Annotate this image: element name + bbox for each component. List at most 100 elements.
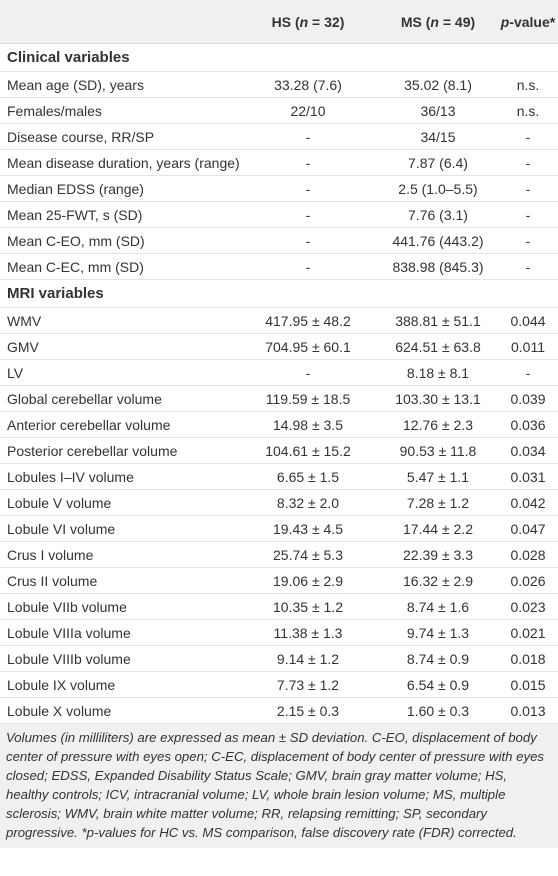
value-cell: - — [525, 364, 531, 381]
value-cell: - — [305, 154, 311, 171]
value-cell: 417.95 ± 48.2 — [265, 312, 351, 329]
value-cell: 0.039 — [510, 390, 546, 407]
value-cell: 704.95 ± 60.1 — [265, 338, 351, 355]
header-text: = 32) — [308, 13, 345, 30]
row-label: Mean age (SD), years — [7, 76, 144, 93]
value-cell: 16.32 ± 2.9 — [403, 572, 473, 589]
value-cell: 0.042 — [510, 494, 546, 511]
data-row: Disease course, RR/SP - 34/15 - — [0, 124, 558, 150]
row-label: Crus II volume — [7, 572, 98, 589]
data-row: Mean C-EC, mm (SD) - 838.98 (845.3) - — [0, 254, 558, 280]
row-label: LV — [7, 364, 24, 381]
value-cell: 9.74 ± 1.3 — [406, 624, 470, 641]
row-label: Lobule VI volume — [7, 520, 116, 537]
value-cell: 0.044 — [510, 312, 546, 329]
value-cell: 0.021 — [510, 624, 546, 641]
value-cell: 6.54 ± 0.9 — [406, 676, 470, 693]
value-cell: - — [525, 232, 531, 249]
header-cell: HS (n = 32) — [238, 14, 378, 30]
value-cell: - — [305, 128, 311, 145]
value-cell: - — [305, 232, 311, 249]
header-cell: MS (n = 49) — [378, 14, 498, 30]
value-cell: 19.43 ± 4.5 — [273, 520, 343, 537]
row-label: Lobule VIIIa volume — [7, 624, 131, 641]
value-cell: 17.44 ± 2.2 — [403, 520, 473, 537]
data-row: Anterior cerebellar volume 14.98 ± 3.5 12.… — [0, 412, 558, 438]
value-cell: 0.013 — [510, 702, 546, 719]
value-cell: 8.32 ± 2.0 — [276, 494, 340, 511]
value-cell: 0.023 — [510, 598, 546, 615]
section-title: MRI variables — [7, 285, 104, 302]
row-label: Lobule VIIIb volume — [7, 650, 131, 667]
value-cell: 8.74 ± 0.9 — [406, 650, 470, 667]
table: HS (n = 32) MS (n = 49) p-value* Clinical v… — [0, 0, 558, 724]
value-cell: 838.98 (845.3) — [392, 258, 484, 275]
header-text: n — [430, 13, 439, 30]
value-cell: - — [305, 258, 311, 275]
header-text: p — [500, 13, 510, 30]
value-cell: 119.59 ± 18.5 — [265, 390, 351, 407]
header-text: HS ( — [271, 13, 300, 30]
value-cell: n.s. — [516, 102, 540, 119]
data-row: Mean disease duration, years (range) - 7.8… — [0, 150, 558, 176]
row-label: Crus I volume — [7, 546, 94, 563]
header-text: -value* — [509, 13, 556, 30]
value-cell: 22/10 — [290, 102, 326, 119]
row-label: Disease course, RR/SP — [7, 128, 155, 145]
value-cell: - — [525, 128, 531, 145]
data-row: Mean 25-FWT, s (SD) - 7.76 (3.1) - — [0, 202, 558, 228]
header-cell: p-value* — [498, 14, 558, 30]
data-row: Crus I volume 25.74 ± 5.3 22.39 ± 3.3 0.028 — [0, 542, 558, 568]
data-row: WMV 417.95 ± 48.2 388.81 ± 51.1 0.044 — [0, 308, 558, 334]
value-cell: 5.47 ± 1.1 — [406, 468, 470, 485]
row-label: Mean 25-FWT, s (SD) — [7, 206, 143, 223]
section-row: MRI variables — [0, 280, 558, 308]
value-cell: 7.87 (6.4) — [408, 154, 468, 171]
value-cell: 8.18 ± 8.1 — [406, 364, 470, 381]
row-label: Lobules I–IV volume — [7, 468, 134, 485]
value-cell: n.s. — [516, 76, 540, 93]
row-label: WMV — [7, 312, 42, 329]
header-text: = 49) — [438, 13, 476, 30]
value-cell: 0.018 — [510, 650, 546, 667]
value-cell: 10.35 ± 1.2 — [273, 598, 343, 615]
value-cell: 90.53 ± 11.8 — [399, 442, 477, 459]
value-cell: 0.047 — [510, 520, 546, 537]
value-cell: 0.026 — [510, 572, 546, 589]
footnote: Volumes (in milliliters) are expressed a… — [0, 724, 558, 848]
header-row: HS (n = 32) MS (n = 49) p-value* — [0, 0, 558, 44]
value-cell: 33.28 (7.6) — [274, 76, 342, 93]
header-text: n — [299, 13, 309, 30]
section-row: Clinical variables — [0, 44, 558, 72]
value-cell: - — [525, 154, 531, 171]
row-label: Anterior cerebellar volume — [7, 416, 171, 433]
data-row: Lobule VIIIb volume 9.14 ± 1.2 8.74 ± 0.9 0… — [0, 646, 558, 672]
value-cell: 2.15 ± 0.3 — [276, 702, 340, 719]
row-label: Lobule V volume — [7, 494, 112, 511]
value-cell: 103.30 ± 13.1 — [395, 390, 481, 407]
data-row: Lobules I–IV volume 6.65 ± 1.5 5.47 ± 1.1 0… — [0, 464, 558, 490]
value-cell: 9.14 ± 1.2 — [276, 650, 340, 667]
row-label: Mean disease duration, years (range) — [7, 154, 240, 171]
value-cell: - — [305, 180, 311, 197]
value-cell: 1.60 ± 0.3 — [406, 702, 470, 719]
row-label: Lobule VIIb volume — [7, 598, 127, 615]
data-row: Lobule VIIIa volume 11.38 ± 1.3 9.74 ± 1.3… — [0, 620, 558, 646]
value-cell: 19.06 ± 2.9 — [273, 572, 343, 589]
value-cell: 0.015 — [510, 676, 546, 693]
data-row: Lobule VI volume 19.43 ± 4.5 17.44 ± 2.2 0.… — [0, 516, 558, 542]
value-cell: 35.02 (8.1) — [404, 76, 472, 93]
value-cell: - — [525, 206, 531, 223]
row-label: Mean C-EC, mm (SD) — [7, 258, 144, 275]
data-row: Posterior cerebellar volume 104.61 ± 15.2… — [0, 438, 558, 464]
data-row: Mean C-EO, mm (SD) - 441.76 (443.2) - — [0, 228, 558, 254]
value-cell: 34/15 — [420, 128, 456, 145]
value-cell: 8.74 ± 1.6 — [406, 598, 470, 615]
data-row: Global cerebellar volume 119.59 ± 18.5 103… — [0, 386, 558, 412]
value-cell: 36/13 — [420, 102, 456, 119]
data-row: Median EDSS (range) - 2.5 (1.0–5.5) - — [0, 176, 558, 202]
data-row: Lobule VIIb volume 10.35 ± 1.2 8.74 ± 1.6 0… — [0, 594, 558, 620]
value-cell: 0.036 — [510, 416, 546, 433]
value-cell: 2.5 (1.0–5.5) — [398, 180, 478, 197]
value-cell: 12.76 ± 2.3 — [403, 416, 473, 433]
